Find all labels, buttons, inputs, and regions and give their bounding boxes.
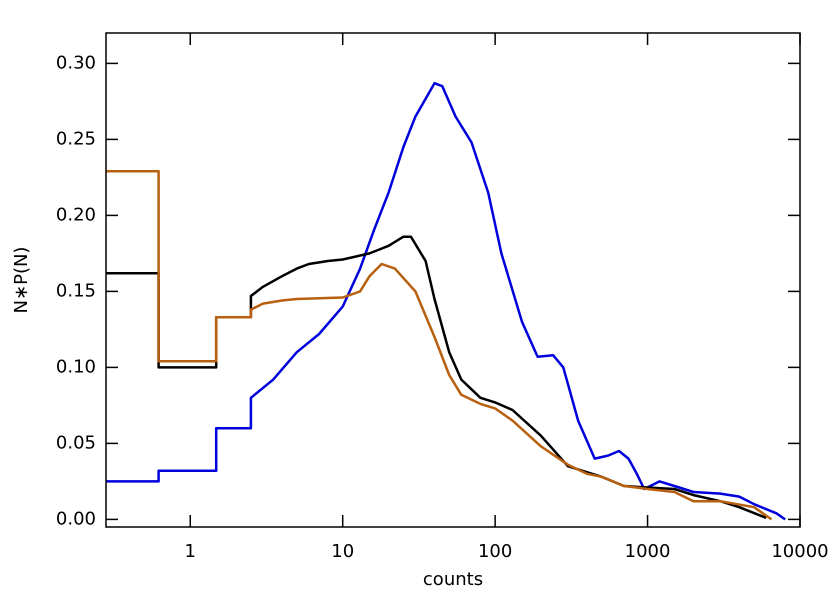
x-tick-label: 1000: [625, 541, 671, 562]
x-tick-label: 100: [478, 541, 512, 562]
x-tick-label: 10: [331, 541, 354, 562]
x-tick-label: 1: [185, 541, 196, 562]
y-axis-label: N∗P(N): [11, 247, 32, 314]
data-line: [106, 81, 786, 521]
y-tick-label: 0.00: [56, 508, 96, 529]
data-line: [106, 235, 767, 520]
y-tick-label: 0.05: [56, 432, 96, 453]
plot-frame: [105, 32, 801, 528]
data-line: [106, 170, 773, 521]
y-tick-label: 0.10: [56, 356, 96, 377]
x-tick-label: 10000: [771, 541, 828, 562]
y-tick-label: 0.25: [56, 128, 96, 149]
y-tick-label: 0.20: [56, 204, 96, 225]
x-axis-label: counts: [423, 569, 483, 590]
y-tick-label: 0.15: [56, 280, 96, 301]
y-tick-label: 0.30: [56, 52, 96, 73]
